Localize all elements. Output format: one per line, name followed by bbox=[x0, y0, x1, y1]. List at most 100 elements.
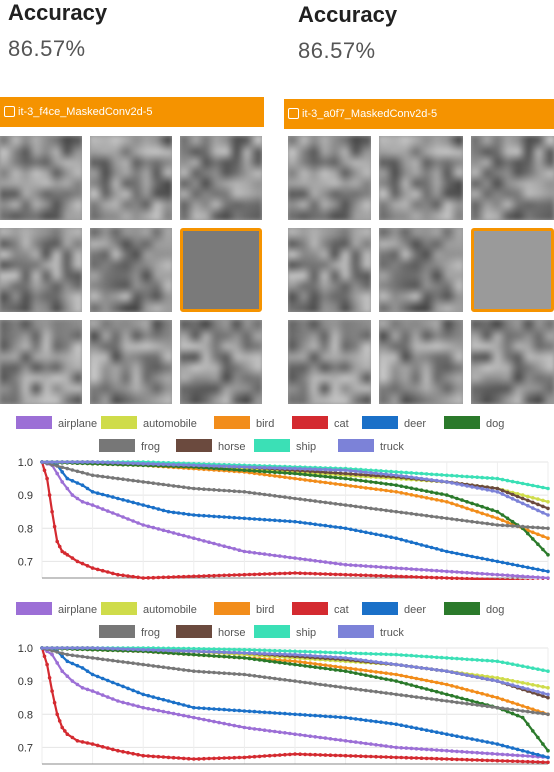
legend-item-automobile[interactable]: automobile bbox=[101, 602, 197, 616]
series-point bbox=[55, 646, 59, 650]
feature-map[interactable] bbox=[90, 136, 172, 220]
series-point bbox=[531, 496, 535, 500]
feature-map[interactable] bbox=[180, 136, 262, 220]
series-point bbox=[490, 678, 495, 682]
series-point bbox=[374, 471, 378, 476]
series-point bbox=[429, 472, 434, 477]
legend-item-dog[interactable]: dog bbox=[444, 416, 504, 430]
feature-map[interactable] bbox=[379, 228, 463, 312]
series-point bbox=[338, 651, 343, 655]
series-point bbox=[111, 571, 115, 576]
legend-item-cat[interactable]: cat bbox=[292, 602, 349, 616]
series-point bbox=[186, 535, 191, 539]
series-point bbox=[171, 510, 176, 515]
series-point bbox=[343, 471, 348, 476]
series-point bbox=[460, 483, 464, 487]
series-point bbox=[480, 739, 485, 743]
feature-map-selected[interactable] bbox=[180, 228, 262, 312]
feature-map[interactable] bbox=[288, 136, 372, 220]
series-point bbox=[50, 509, 54, 514]
series-point bbox=[369, 652, 373, 656]
series-point bbox=[470, 657, 474, 662]
legend-item-cat[interactable]: cat bbox=[292, 416, 349, 430]
series-point bbox=[293, 649, 297, 654]
series-point bbox=[323, 666, 328, 671]
series-point bbox=[151, 525, 156, 530]
series-point bbox=[338, 471, 343, 476]
series-point bbox=[192, 513, 196, 517]
series-point bbox=[222, 573, 226, 578]
series-point bbox=[384, 565, 388, 570]
series-point bbox=[146, 504, 151, 509]
legend-item-truck[interactable]: truck bbox=[338, 625, 404, 639]
series-point bbox=[460, 504, 464, 509]
series-point bbox=[475, 509, 480, 514]
layer-header-left[interactable]: it-3_f4ce_MaskedConv2d-5 bbox=[0, 97, 264, 127]
series-point bbox=[429, 679, 434, 684]
series-point bbox=[434, 668, 439, 672]
legend-item-horse[interactable]: horse bbox=[176, 625, 246, 639]
feature-map[interactable] bbox=[288, 228, 372, 312]
legend-item-deer[interactable]: deer bbox=[362, 416, 426, 430]
legend-item-bird[interactable]: bird bbox=[214, 416, 274, 430]
series-point bbox=[475, 690, 480, 695]
series-point bbox=[333, 737, 338, 742]
feature-map[interactable] bbox=[0, 320, 82, 404]
feature-map-selected[interactable] bbox=[470, 228, 554, 312]
series-point bbox=[475, 750, 480, 755]
legend-item-airplane[interactable]: airplane bbox=[16, 602, 97, 616]
series-point bbox=[546, 755, 550, 760]
legend-item-bird[interactable]: bird bbox=[214, 602, 274, 616]
legend-item-frog[interactable]: frog bbox=[99, 439, 160, 453]
series-point bbox=[465, 553, 469, 558]
series-point bbox=[166, 666, 171, 670]
legend-item-ship[interactable]: ship bbox=[254, 625, 316, 639]
feature-map[interactable] bbox=[288, 320, 372, 404]
feature-map[interactable] bbox=[90, 320, 172, 404]
series-point bbox=[273, 494, 277, 498]
series-point bbox=[450, 473, 454, 478]
feature-map[interactable] bbox=[180, 320, 262, 404]
series-point bbox=[100, 492, 105, 497]
series-point bbox=[394, 490, 399, 494]
series-point bbox=[439, 548, 444, 552]
series-point bbox=[237, 548, 242, 552]
series-point bbox=[526, 578, 530, 580]
feature-map[interactable] bbox=[470, 320, 554, 404]
series-point bbox=[485, 674, 490, 679]
series-point bbox=[536, 575, 540, 580]
feature-map[interactable] bbox=[90, 228, 172, 312]
series-point bbox=[328, 501, 333, 505]
series-point bbox=[75, 682, 80, 687]
feature-map[interactable] bbox=[0, 136, 82, 220]
legend-item-horse[interactable]: horse bbox=[176, 439, 246, 453]
series-point bbox=[303, 498, 307, 502]
legend-item-automobile[interactable]: automobile bbox=[101, 416, 197, 430]
series-point bbox=[166, 529, 171, 534]
series-line bbox=[40, 461, 543, 580]
layer-header-right[interactable]: it-3_a0f7_MaskedConv2d-5 bbox=[284, 99, 554, 129]
series-point bbox=[455, 757, 459, 762]
feature-map[interactable] bbox=[379, 320, 463, 404]
series-point bbox=[192, 646, 196, 651]
feature-map[interactable] bbox=[379, 136, 463, 220]
series-point bbox=[495, 695, 500, 700]
legend-item-deer[interactable]: deer bbox=[362, 602, 426, 616]
series-point bbox=[45, 476, 49, 481]
series-point bbox=[500, 680, 505, 685]
legend-item-truck[interactable]: truck bbox=[338, 439, 404, 453]
series-point bbox=[429, 568, 434, 573]
series-point bbox=[546, 760, 550, 765]
series-point bbox=[192, 705, 196, 710]
legend-item-dog[interactable]: dog bbox=[444, 602, 504, 616]
series-point bbox=[374, 468, 378, 473]
series-point bbox=[75, 481, 80, 485]
series-point bbox=[359, 672, 363, 676]
legend-item-frog[interactable]: frog bbox=[99, 625, 160, 639]
series-point bbox=[364, 573, 368, 578]
series-point bbox=[485, 740, 490, 744]
feature-map[interactable] bbox=[0, 228, 82, 312]
feature-map[interactable] bbox=[470, 136, 554, 220]
legend-item-airplane[interactable]: airplane bbox=[16, 416, 97, 430]
legend-item-ship[interactable]: ship bbox=[254, 439, 316, 453]
